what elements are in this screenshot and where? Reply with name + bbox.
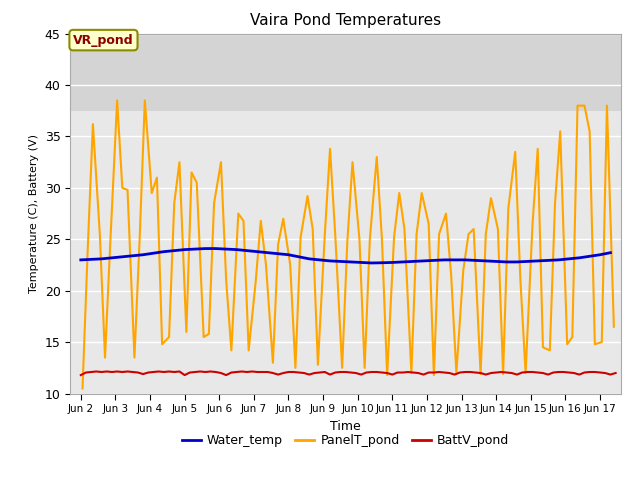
Y-axis label: Temperature (C), Battery (V): Temperature (C), Battery (V) <box>29 134 39 293</box>
Legend: Water_temp, PanelT_pond, BattV_pond: Water_temp, PanelT_pond, BattV_pond <box>177 429 515 452</box>
Title: Vaira Pond Temperatures: Vaira Pond Temperatures <box>250 13 441 28</box>
Bar <box>70 34 621 111</box>
Text: VR_pond: VR_pond <box>73 34 134 47</box>
X-axis label: Time: Time <box>330 420 361 432</box>
